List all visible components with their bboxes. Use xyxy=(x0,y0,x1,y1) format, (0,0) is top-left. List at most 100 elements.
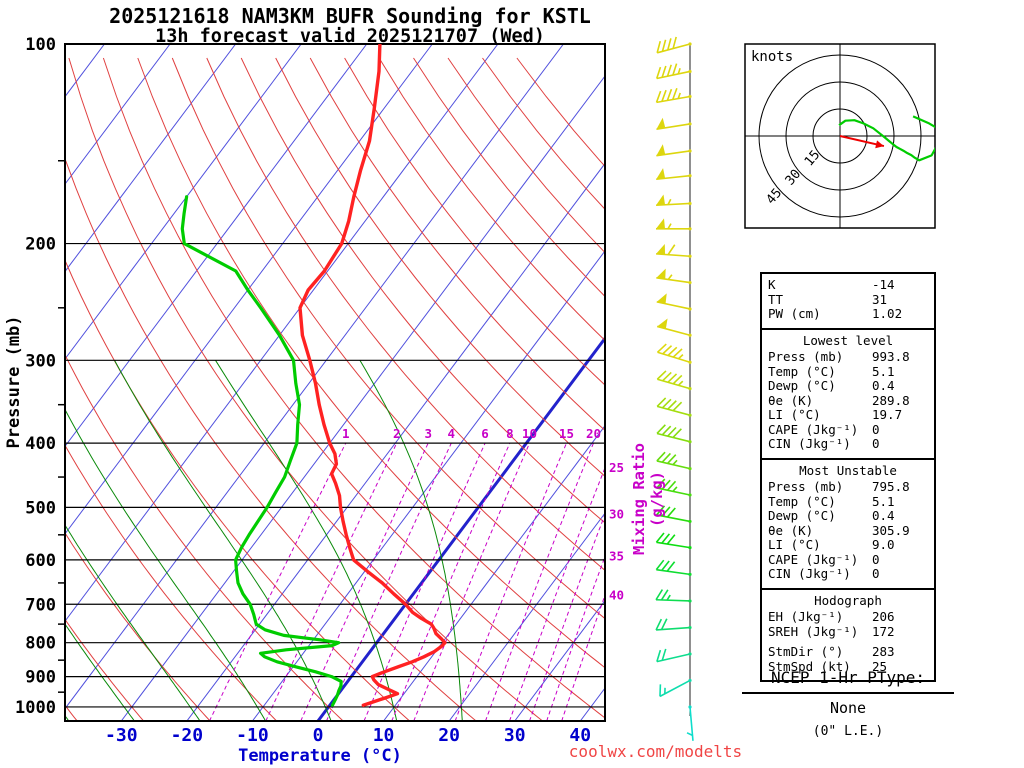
stats-row: Press (mb) 795.8 xyxy=(762,479,934,495)
wind-barb xyxy=(655,63,692,80)
stat-label: StmDir (°) xyxy=(768,644,844,659)
stat-label: Press (mb) xyxy=(768,479,844,494)
mixing-ratio-lines xyxy=(209,442,605,721)
stat-value: 0.4 xyxy=(872,378,895,393)
pressure-tick-label: 600 xyxy=(25,551,56,571)
pressure-tick-label: 1000 xyxy=(15,698,56,718)
stats-row: Temp (°C) 5.1 xyxy=(762,363,934,380)
storm-motion-arrowhead xyxy=(875,140,884,149)
temperature-tick-label: 10 xyxy=(373,725,395,746)
plot-frame xyxy=(64,43,606,722)
mixing-ratio-value: 8 xyxy=(506,426,514,441)
wind-barb xyxy=(656,244,692,258)
stat-label: Temp (°C) xyxy=(768,493,836,509)
stat-value: 25 xyxy=(872,658,888,674)
pressure-tick-label: 400 xyxy=(25,434,56,454)
stat-label: EH (Jkg⁻¹) xyxy=(768,609,844,624)
mixing-ratio-value: 2 xyxy=(393,426,401,441)
pressure-tick-labels: 100 200 300 400 500 600 700 800 900 1000 xyxy=(15,35,56,718)
pressure-tick-label: 200 xyxy=(25,235,56,255)
mixing-ratio-value: 30 xyxy=(609,506,624,521)
wind-barb xyxy=(656,343,692,364)
stat-label: LI (°C) xyxy=(768,407,821,422)
wind-barb xyxy=(656,451,692,471)
wind-barb xyxy=(655,87,692,104)
stat-label: Dewp (°C) xyxy=(768,378,836,393)
stat-label: StmSpd (kt) xyxy=(768,658,851,674)
moist-adiabat-lines xyxy=(65,360,463,721)
wind-barb xyxy=(656,648,692,663)
stat-label: CIN (Jkg⁻¹) xyxy=(768,436,851,451)
wind-barb xyxy=(656,144,692,157)
stats-row: θe (K) 289.8 xyxy=(762,392,934,409)
stat-value: 0.4 xyxy=(872,508,895,523)
wind-barb xyxy=(656,370,692,391)
stat-value: 0 xyxy=(872,551,880,567)
stats-row: CIN (Jkg⁻¹) 0 xyxy=(762,436,934,452)
mixing-ratio-labels: 1 2 3 4 6 8 10 15 20 25 30 35 40 xyxy=(342,426,624,602)
wind-barb xyxy=(656,318,692,337)
mixing-ratio-axis-label: Mixing Ratio (g/kg) xyxy=(630,443,666,555)
stats-row: Dewp (°C) 0.4 xyxy=(762,378,934,394)
pressure-tick-label: 100 xyxy=(25,35,56,55)
stat-value: 9.0 xyxy=(872,537,895,552)
stat-value: 305.9 xyxy=(872,522,910,538)
wind-barb xyxy=(656,117,692,131)
stat-label: CAPE (Jkg⁻¹) xyxy=(768,421,859,437)
mixing-ratio-value: 35 xyxy=(609,549,624,564)
dewpoint-curve xyxy=(180,195,343,707)
temperature-tick-label: 30 xyxy=(504,725,526,746)
temperature-tick-label: 0 xyxy=(313,725,324,746)
stat-value: 283 xyxy=(872,644,895,659)
pressure-axis-label: Pressure (mb) xyxy=(4,315,24,449)
wind-barb xyxy=(655,618,692,631)
stats-section-header: Hodograph xyxy=(814,592,882,608)
temperature-axis-label: Temperature (°C) xyxy=(238,746,402,766)
stat-label: LI (°C) xyxy=(768,537,821,552)
mixing-ratio-value: 6 xyxy=(481,426,489,441)
wind-barb-column xyxy=(655,36,694,741)
stats-row: LI (°C) 9.0 xyxy=(762,537,934,553)
wind-barb xyxy=(656,218,692,231)
stats-row: EH (Jkg⁻¹) 206 xyxy=(762,609,934,625)
stat-value: 206 xyxy=(872,609,895,624)
wind-barb xyxy=(656,397,692,417)
stat-value: 31 xyxy=(872,291,888,307)
pressure-tick-label: 500 xyxy=(25,498,56,518)
stat-value: 289.8 xyxy=(872,392,910,408)
mixing-ratio-value: 40 xyxy=(609,587,624,602)
watermark: coolwx.com/modelts xyxy=(568,742,743,761)
pressure-lines xyxy=(58,43,605,708)
stats-section-header: Most Unstable xyxy=(799,462,897,478)
temperature-tick-label: -10 xyxy=(236,725,269,746)
wind-barb xyxy=(656,293,692,311)
ptype-block: NCEP 1-Hr PType: None (0" L.E.) xyxy=(742,668,954,739)
stats-row: θe (K) 305.9 xyxy=(762,522,934,539)
chart-subtitle: 13h forecast valid 2025121707 (Wed) xyxy=(155,26,545,47)
stat-value: 0 xyxy=(872,421,880,437)
stats-row: SREH (Jkg⁻¹) 172 xyxy=(762,623,934,640)
dry-adiabat-lines xyxy=(65,57,605,721)
stat-label: Temp (°C) xyxy=(768,363,836,379)
stats-row: StmSpd (kt) 25 xyxy=(762,658,934,675)
stat-value: 5.1 xyxy=(872,363,895,379)
wind-barb xyxy=(656,268,692,285)
stat-value: 993.8 xyxy=(872,349,910,364)
stats-row: StmDir (°) 283 xyxy=(762,644,934,660)
stat-label: Press (mb) xyxy=(768,349,844,364)
stat-label: TT xyxy=(768,291,784,307)
stats-row: Temp (°C) 5.1 xyxy=(762,493,934,510)
stat-label: PW (cm) xyxy=(768,306,821,321)
stat-value: -14 xyxy=(872,277,895,292)
wind-barb xyxy=(655,589,692,603)
stats-row: K -14 xyxy=(762,277,934,293)
wind-barb xyxy=(656,194,692,207)
pressure-tick-label: 900 xyxy=(25,668,56,688)
stat-value: 172 xyxy=(872,623,895,639)
wind-barb xyxy=(656,505,692,524)
stat-value: 795.8 xyxy=(872,479,910,494)
stats-panel: K -14 TT 31 PW (cm) 1.02 Lowest level Press (mb… xyxy=(760,272,936,682)
pressure-tick-label: 300 xyxy=(25,351,56,371)
